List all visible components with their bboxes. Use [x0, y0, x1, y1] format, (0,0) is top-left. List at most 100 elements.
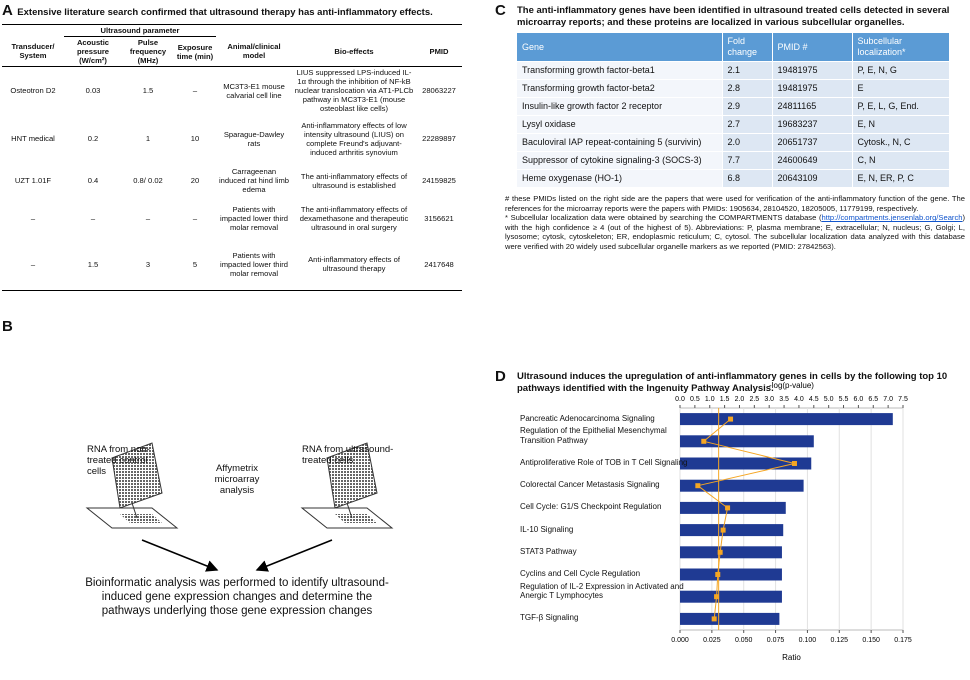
- footnote: * Subcellular localization data were obt…: [505, 213, 822, 223]
- header-cell: [216, 25, 462, 37]
- x2-tick-label: 1.0: [705, 396, 715, 403]
- x2-tick-label: 2.0: [735, 396, 745, 403]
- bar: [680, 413, 893, 426]
- table-cell: Cytosk., N, C: [852, 133, 950, 152]
- table-cell: E, N: [852, 115, 950, 134]
- table-cell: 7.7: [722, 151, 773, 170]
- table-cell: E: [852, 79, 950, 98]
- bar: [680, 590, 782, 603]
- table-cell: 1.5: [142, 86, 154, 96]
- table-cell: 0.2: [87, 134, 99, 143]
- footnote: # these PMIDs listed on the right side a…: [505, 194, 965, 213]
- table-cell: –: [30, 214, 36, 223]
- x2-tick-label: 5.0: [824, 396, 834, 403]
- panel-letter: C: [495, 2, 506, 19]
- table-cell: 3: [145, 259, 151, 269]
- x2-tick-label: 3.0: [764, 396, 774, 403]
- table-cell: UZT 1.01F: [14, 176, 52, 185]
- table-cell: 19683237: [772, 115, 853, 134]
- group-header: Ultrasound parameter: [64, 24, 216, 37]
- table-cell: 6.8: [722, 169, 773, 188]
- header-cell: Subcellular localization*: [852, 33, 950, 62]
- table-cell: –: [90, 214, 96, 223]
- category-label: Regulation of the Epithelial Mesenchymal…: [520, 426, 667, 445]
- link[interactable]: http://compartments.jensenlab.org/Search: [821, 213, 963, 223]
- x2-tick-label: 4.0: [794, 396, 804, 403]
- bar: [680, 501, 786, 514]
- category-label: Antiproliferative Role of TOB in T Cell …: [520, 458, 688, 467]
- table-row: Osteotron D2 0.03 1.5 – MC3T3-E1 mouse calva…: [2, 67, 462, 115]
- table-cell: Anti-inflammatory effects of low intensi…: [301, 120, 407, 157]
- x-tick-label: 0.000: [671, 637, 689, 644]
- x2-tick-label: 6.0: [854, 396, 864, 403]
- table-cell: 20: [190, 176, 200, 185]
- table-cell: –: [192, 214, 198, 223]
- gene-table: Gene Fold change PMID # Subcellular localiz…: [517, 33, 950, 188]
- table-cell: P, E, N, G: [852, 61, 950, 80]
- table-cell: 2.7: [722, 115, 773, 134]
- header-row: Transducer/ System Acoustic pressure (W/c…: [2, 37, 463, 67]
- header-cell: PMID #: [772, 33, 853, 62]
- category-label: Colorectal Cancer Metastasis Signaling: [520, 480, 660, 490]
- pvalue-point: [717, 549, 723, 555]
- panel-c: C The anti-inflammatory genes have been …: [495, 2, 965, 252]
- table-row: Insulin-like growth factor 2 receptor 2.9…: [517, 97, 950, 116]
- table-cell: Patients with impacted lower third molar…: [220, 250, 288, 278]
- header-cell: [2, 25, 64, 37]
- header-cell: PMID: [429, 46, 449, 56]
- table-cell: 10: [190, 134, 200, 143]
- bar: [680, 546, 782, 559]
- table-cell: Suppressor of cytokine signaling-3 (SOCS…: [517, 151, 723, 170]
- panel-a: A Extensive literature search confirmed …: [2, 2, 464, 291]
- table-cell: 2.1: [722, 61, 773, 80]
- header-cell: Gene: [517, 33, 723, 62]
- table-cell: Transforming growth factor-beta1: [517, 61, 723, 80]
- x-tick-label: 0.025: [703, 637, 721, 644]
- table-cell: Lysyl oxidase: [517, 115, 723, 134]
- header-cell: Fold change: [722, 33, 773, 62]
- category-label: Cell Cycle: G1/S Checkpoint Regulation: [520, 502, 662, 512]
- label: RNA from ultrasound-treated cells: [302, 444, 394, 466]
- table-cell: 0.03: [85, 86, 101, 96]
- table-cell: LIUS suppressed LPS-induced IL-1α throug…: [294, 68, 414, 114]
- table-row: Transforming growth factor-beta1 2.1 19481…: [517, 61, 950, 80]
- pvalue-point: [720, 527, 726, 533]
- panel-letter: B: [2, 318, 13, 335]
- pvalue-point: [728, 416, 734, 422]
- table-cell: The anti-inflammatory effects of ultraso…: [300, 171, 408, 190]
- pvalue-point: [711, 616, 717, 622]
- table-cell: E, N, ER, P, C: [852, 169, 950, 188]
- table-cell: –: [145, 214, 151, 223]
- x-tick-label: 0.075: [767, 637, 785, 644]
- table-cell: 19481975: [772, 79, 853, 98]
- header-row: Ultrasound parameter: [2, 24, 462, 37]
- pvalue-point: [791, 461, 797, 466]
- table-cell: 19481975: [772, 61, 853, 80]
- bar: [680, 568, 782, 581]
- header-cell: Animal/clinical model: [227, 42, 281, 61]
- arrow: [255, 539, 333, 572]
- header-row: Gene Fold change PMID # Subcellular localiz…: [517, 33, 950, 62]
- table-row: Suppressor of cytokine signaling-3 (SOCS…: [517, 151, 950, 170]
- pvalue-point: [714, 594, 720, 600]
- table-row: HNT medical 0.2 1 10 Sparague-Dawley rats Ant…: [2, 115, 462, 163]
- x2-tick-label: 2.5: [749, 396, 759, 403]
- panel-letter: A: [2, 2, 13, 19]
- header-cell: Transducer/ System: [11, 42, 55, 61]
- table-cell: 0.8/ 0.02: [133, 176, 163, 185]
- table-cell: 0.4: [87, 176, 99, 185]
- pvalue-point: [725, 505, 731, 511]
- x-tick-label: 0.125: [831, 637, 849, 644]
- table-cell: C, N: [852, 151, 950, 170]
- footnote: * Subcellular localization data were obt…: [505, 213, 965, 251]
- bar: [680, 457, 812, 470]
- table-cell: 2417648: [424, 259, 454, 269]
- table-row: UZT 1.01F 0.4 0.8/ 0.02 20 Carrageenan induc…: [2, 163, 462, 199]
- pvalue-point: [695, 483, 701, 489]
- microarray-left: [85, 442, 179, 529]
- table-cell: 1: [145, 134, 151, 143]
- category-label: Regulation of IL-2 Expression in Activat…: [520, 581, 684, 601]
- x2-tick-label: 3.5: [779, 396, 789, 403]
- panel-title: The anti-inflammatory genes have been id…: [517, 5, 950, 28]
